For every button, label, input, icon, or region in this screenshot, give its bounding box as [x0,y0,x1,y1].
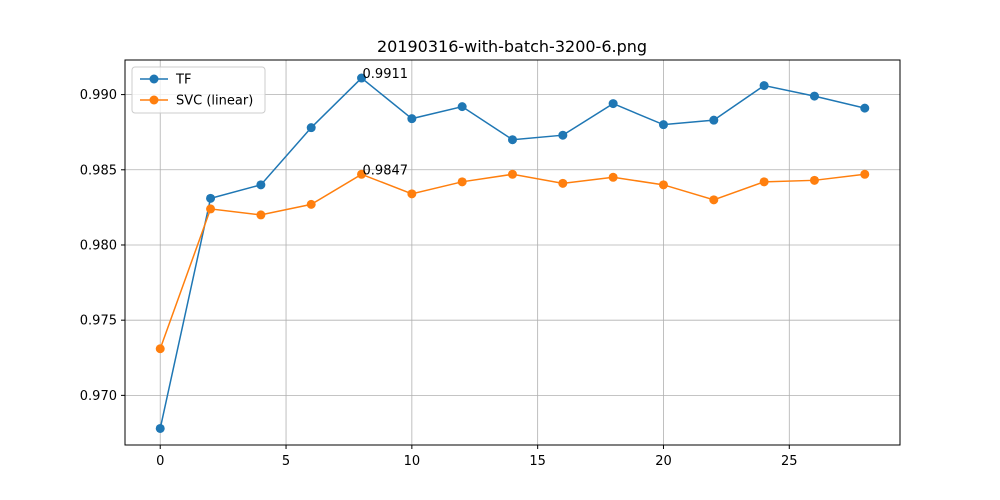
annotations: 0.9911 0.9847 [363,67,409,178]
legend-label: SVC (linear) [176,94,253,109]
series-0 [155,73,870,433]
data-point [155,423,165,433]
chart-title: 20190316-with-batch-3200-6.png [377,37,647,56]
data-point [558,130,568,140]
data-point [759,177,769,187]
annotation-label: 0.9911 [363,67,409,82]
data-point [457,177,467,187]
data-point [608,99,618,109]
data-point [809,91,819,101]
x-tick-label: 25 [781,454,798,469]
data-point [407,114,417,124]
y-tick-label: 0.980 [80,238,117,253]
y-tick-label: 0.985 [80,163,117,178]
data-point [658,180,668,190]
x-tick-label: 15 [529,454,546,469]
data-point [206,204,216,214]
series-1 [155,169,870,354]
x-tick-label: 10 [404,454,421,469]
legend-item: SVC (linear) [140,94,253,109]
x-tick-label: 5 [282,454,290,469]
data-point [508,135,517,145]
data-point [357,73,367,83]
data-point [658,120,668,130]
y-tick-label: 0.970 [80,389,117,404]
data-point [256,180,266,190]
plot-frame [124,59,901,446]
data-point [155,344,165,354]
y-tick-label: 0.990 [80,88,117,103]
data-point [608,172,618,182]
data-point [709,195,719,205]
data-point [809,175,819,185]
data-point [256,210,266,220]
annotation-label: 0.9847 [363,163,409,178]
data-point [508,169,517,179]
data-point [759,81,769,91]
data-point [306,199,316,209]
legend-label: TF [175,73,191,88]
data-point [357,169,367,179]
x-tick-label: 20 [655,454,672,469]
grid-lines [125,60,900,445]
data-point [206,193,216,203]
data-point [407,189,417,199]
legend-swatch-marker [149,95,159,105]
data-point [709,115,719,125]
legend: TF SVC (linear) [131,66,266,114]
data-point [860,103,870,113]
legend-swatch-marker [149,74,159,84]
data-point [457,102,467,112]
x-tick-label: 0 [156,454,164,469]
data-point [860,169,870,179]
series-layer [155,73,870,433]
y-tick-label: 0.975 [80,314,117,329]
data-point [306,123,316,133]
data-point [558,178,568,188]
axis-ticks: 0 5 10 15 20 25 0.970 0.975 0.980 0.985 0.990 [80,88,798,469]
legend-item: TF [140,73,191,88]
